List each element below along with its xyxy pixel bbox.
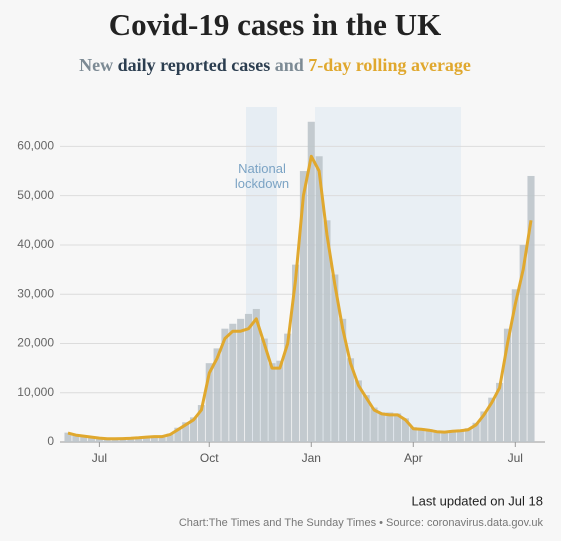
bar [182, 422, 190, 442]
bar [166, 433, 174, 442]
y-tick-label: 60,000 [17, 139, 54, 153]
bar [229, 323, 237, 442]
annotation-line: National [238, 161, 286, 176]
source: Chart:The Times and The Sunday Times • S… [179, 517, 544, 529]
x-tick-label: Jul [508, 451, 523, 465]
bar [401, 418, 409, 442]
bar [346, 358, 355, 442]
bar [260, 338, 268, 442]
bar [448, 430, 457, 442]
bar [205, 363, 213, 442]
average-line [67, 154, 533, 441]
y-tick-label: 20,000 [17, 336, 54, 350]
bar [95, 437, 103, 442]
y-tick-label: 40,000 [17, 237, 54, 251]
subtitle: New daily reported cases and 7-day rolli… [79, 55, 471, 75]
bar [307, 121, 315, 442]
bar [488, 397, 496, 442]
bar [441, 431, 449, 442]
bar [292, 264, 300, 442]
bar [127, 438, 135, 442]
x-tick-label: Apr [404, 451, 423, 465]
legend-bars: daily reported cases [118, 55, 271, 75]
x-tick-label: Jul [92, 451, 107, 465]
bar [119, 438, 127, 442]
bar [276, 360, 284, 442]
bar [331, 274, 339, 442]
bar [64, 432, 72, 442]
bar [158, 436, 166, 442]
y-tick-label: 0 [47, 434, 54, 448]
x-tick-label: Jan [302, 451, 321, 465]
bar [394, 413, 402, 442]
bar [88, 436, 96, 442]
bar [527, 175, 535, 442]
bar [190, 417, 198, 442]
bar [197, 405, 205, 442]
bar [370, 407, 378, 442]
bar [433, 430, 441, 442]
bar [135, 437, 143, 442]
bar [496, 382, 504, 442]
bar [80, 435, 88, 442]
bar [315, 156, 323, 442]
y-tick-label: 10,000 [17, 385, 54, 399]
bar [299, 171, 307, 442]
bar [142, 436, 151, 442]
bar [503, 328, 511, 442]
bar [252, 308, 260, 442]
bar [213, 348, 221, 442]
bar [150, 436, 158, 442]
y-tick-label: 50,000 [17, 188, 54, 202]
bar [472, 422, 480, 442]
subtitle-prefix: New [79, 55, 113, 75]
bar [425, 429, 433, 442]
bar [409, 427, 417, 442]
bar [417, 428, 425, 442]
x-tick-label: Oct [200, 451, 219, 465]
updated: Last updated on Jul 18 [411, 493, 543, 508]
bar [339, 318, 347, 442]
bar [244, 313, 253, 442]
bar [511, 289, 519, 442]
bar [284, 333, 292, 442]
bar [221, 328, 229, 442]
chart-title: Covid-19 cases in the UK [109, 7, 441, 42]
bar [480, 411, 488, 442]
bar [72, 434, 80, 442]
bar [268, 363, 276, 442]
bar [386, 412, 394, 442]
bar [174, 427, 182, 442]
subtitle-joiner: and [275, 55, 304, 75]
bar [519, 244, 527, 442]
bar [237, 318, 245, 442]
legend-line: 7-day rolling average [308, 55, 471, 75]
bar [354, 380, 362, 442]
annotation-line: lockdown [235, 176, 289, 191]
bar [378, 412, 386, 442]
bar [323, 220, 331, 442]
y-tick-label: 30,000 [17, 286, 54, 300]
bar [456, 429, 464, 442]
annotation: National lockdown [235, 161, 289, 191]
bar [464, 428, 472, 442]
bar [362, 395, 370, 442]
